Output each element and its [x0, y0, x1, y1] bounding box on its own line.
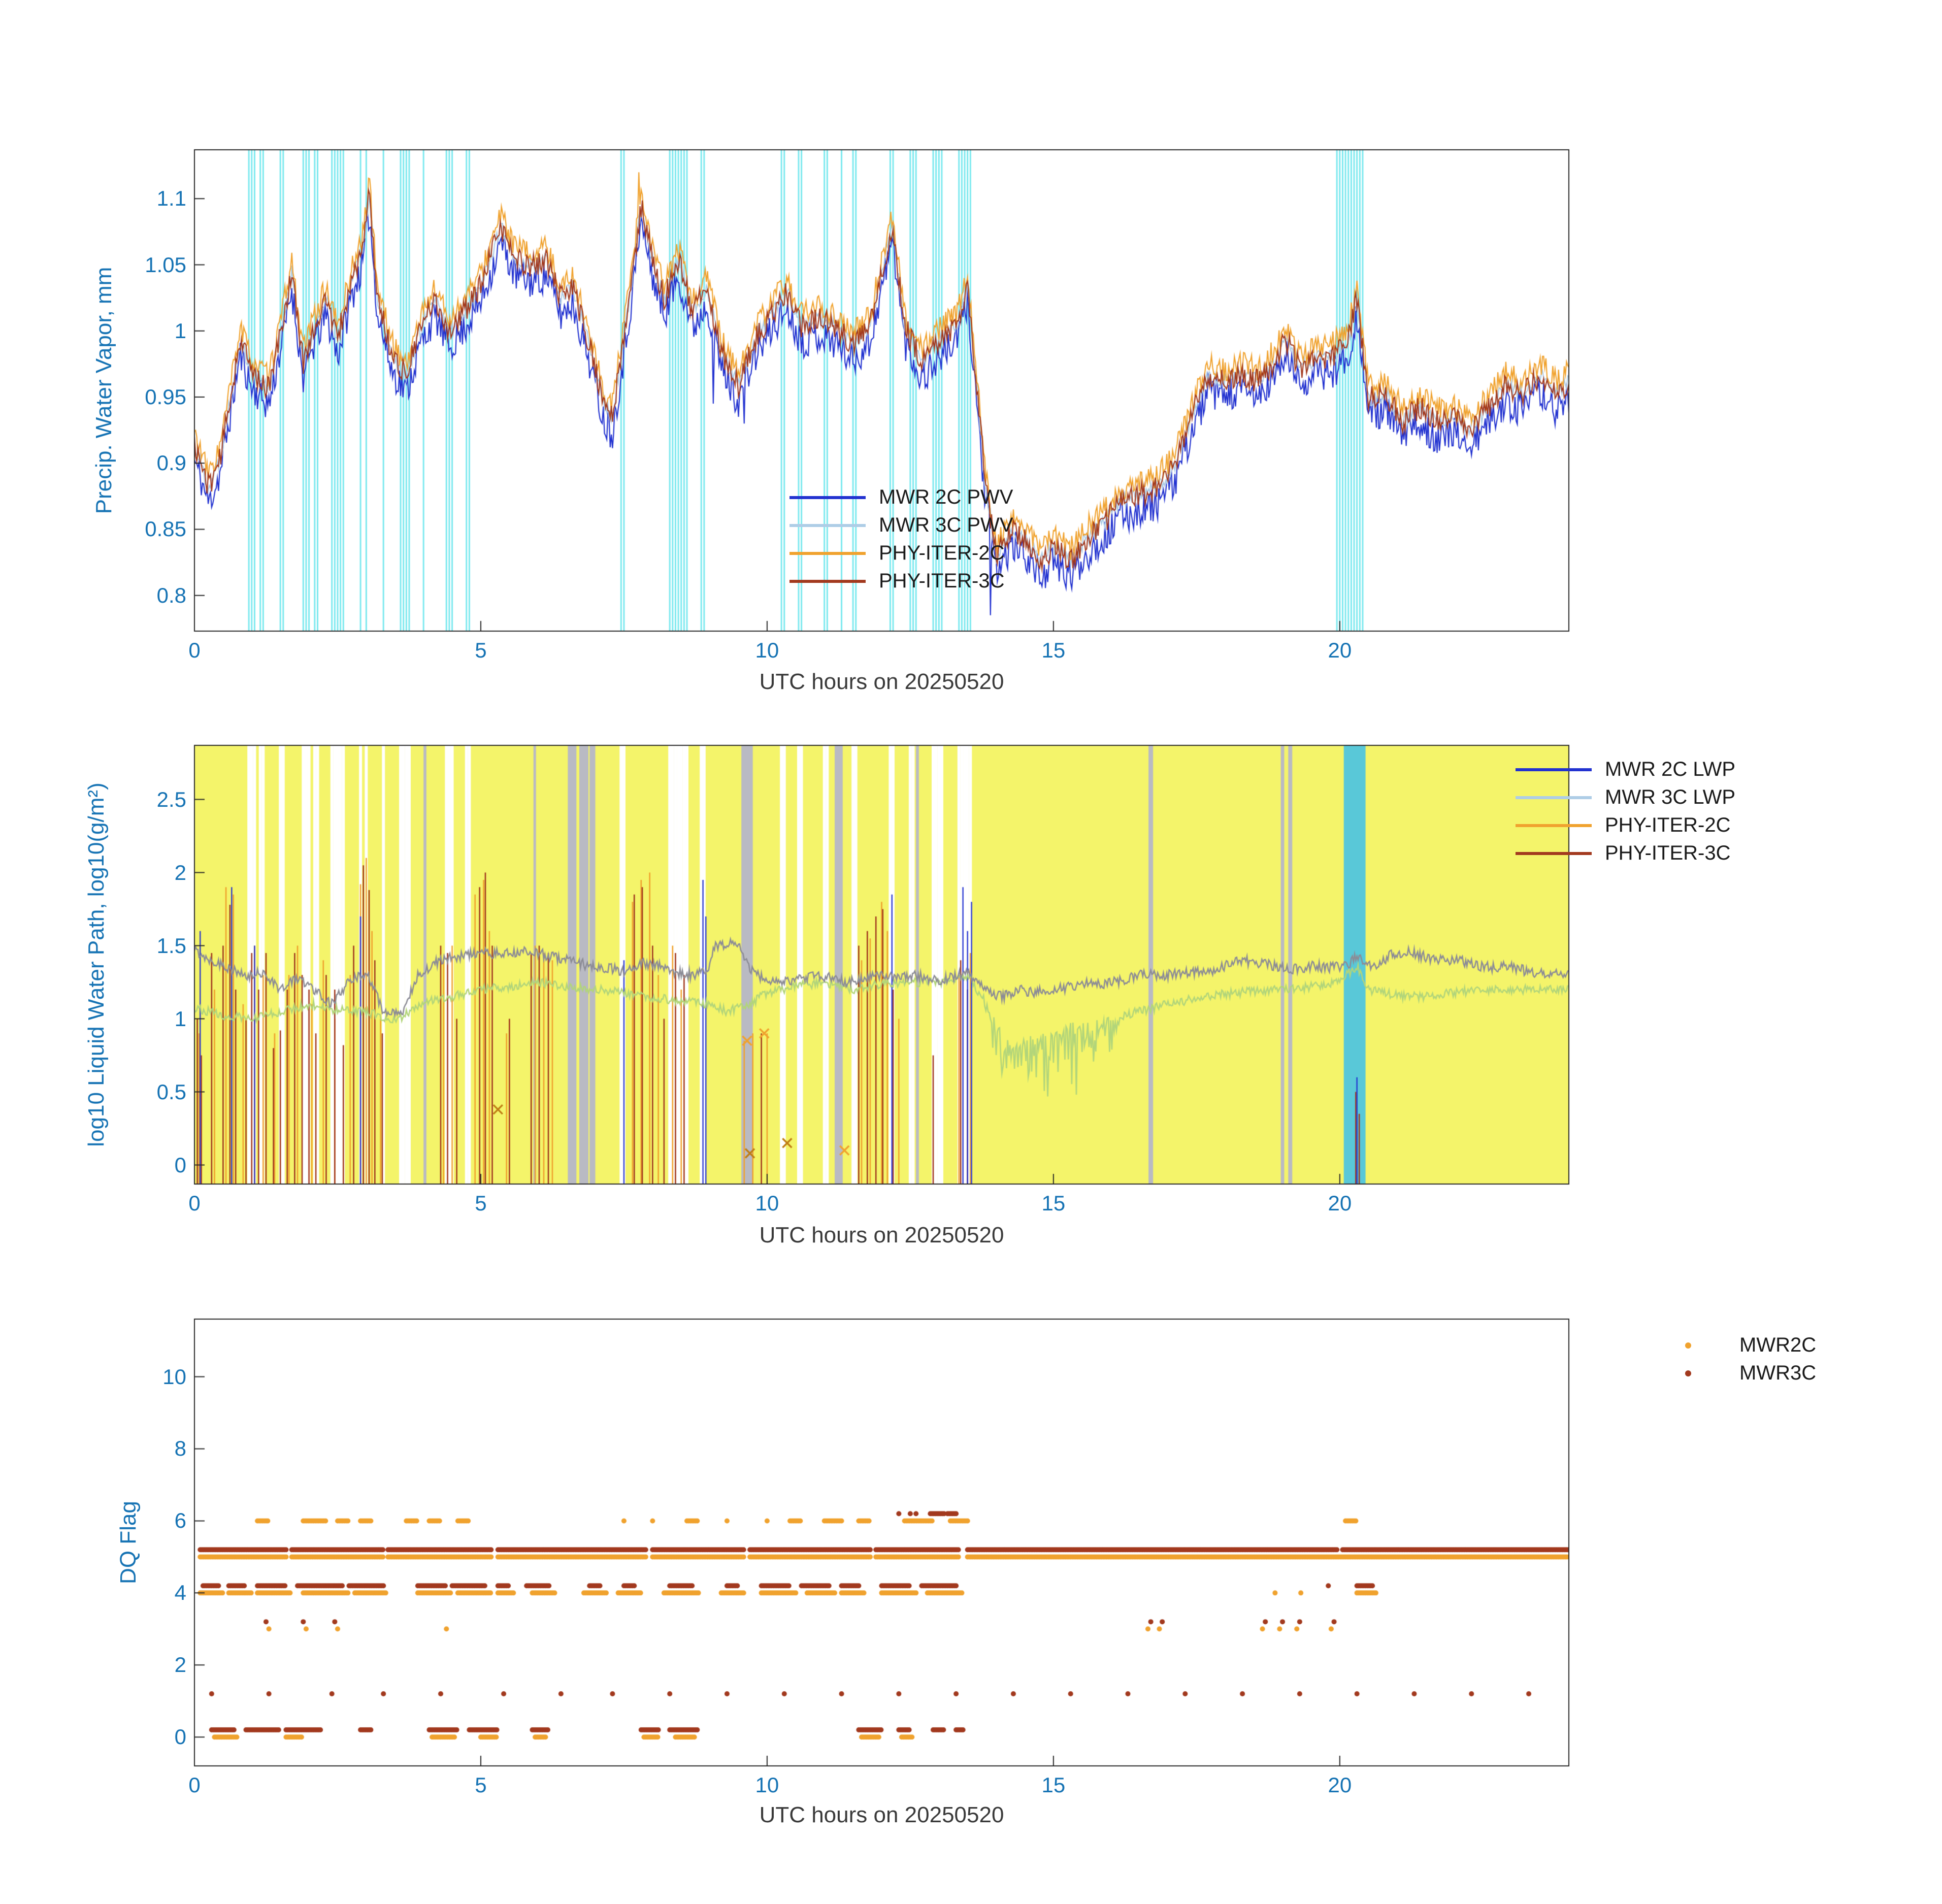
lwp-x-axis-label: UTC hours on 20250520 — [759, 1223, 1004, 1248]
x-tick-label: 0 — [188, 1773, 201, 1797]
dq-x-axis-label: UTC hours on 20250520 — [759, 1802, 1004, 1827]
legend-item: PHY-ITER-2C — [789, 539, 1013, 567]
legend-swatch-orange — [789, 551, 866, 555]
x-tick-label: 20 — [1328, 638, 1352, 662]
y-tick-label: 2 — [174, 1653, 186, 1677]
pwv-legend: MWR 2C PWV MWR 3C PWV PHY-ITER-2C PHY-ITER-… — [789, 483, 1013, 595]
legend-item: PHY-ITER-2C — [1516, 811, 1735, 839]
y-tick-label: 0.9 — [156, 451, 186, 475]
lwp-legend: MWR 2C LWP MWR 3C LWP PHY-ITER-2C PHY-ITER-… — [1516, 756, 1735, 867]
legend-swatch-lightblue — [1516, 796, 1592, 799]
legend-swatch-darkred — [1685, 1370, 1691, 1376]
y-tick-label: 1 — [174, 1006, 186, 1031]
legend-label: MWR 2C LWP — [1605, 758, 1736, 780]
legend-swatch-lightblue — [789, 523, 866, 527]
legend-swatch-darkred — [1516, 851, 1592, 855]
x-tick-label: 10 — [755, 1191, 779, 1215]
y-tick-label: 0.85 — [145, 517, 186, 541]
x-tick-label: 10 — [755, 1773, 779, 1797]
legend-label: PHY-ITER-3C — [1605, 842, 1731, 864]
x-tick-label: 10 — [755, 638, 779, 662]
y-tick-label: 1.1 — [156, 186, 186, 211]
dq-legend: MWR2C MWR3C — [1650, 1331, 1816, 1387]
legend-item: MWR 2C LWP — [1516, 756, 1735, 783]
y-tick-label: 6 — [174, 1508, 186, 1533]
y-tick-label: 4 — [174, 1581, 186, 1605]
dq-y-axis-label: DQ Flag — [116, 1501, 141, 1584]
pwv-x-axis-label: UTC hours on 20250520 — [759, 669, 1004, 694]
y-tick-label: 0.95 — [145, 385, 186, 409]
legend-label: MWR3C — [1739, 1362, 1817, 1384]
legend-item: MWR2C — [1650, 1331, 1816, 1359]
y-tick-label: 0 — [174, 1725, 186, 1749]
x-tick-label: 0 — [188, 1191, 201, 1215]
y-tick-label: 1.5 — [156, 933, 186, 958]
y-tick-label: 0.8 — [156, 583, 186, 607]
legend-item: MWR3C — [1650, 1359, 1816, 1387]
legend-label: MWR 2C PWV — [879, 486, 1013, 508]
y-tick-label: 1.05 — [145, 252, 186, 277]
x-tick-label: 5 — [475, 1191, 487, 1215]
legend-label: PHY-ITER-3C — [879, 570, 1005, 592]
y-tick-label: 8 — [174, 1436, 186, 1461]
legend-item: MWR 3C PWV — [789, 511, 1013, 539]
x-tick-label: 20 — [1328, 1773, 1352, 1797]
y-tick-label: 1 — [174, 318, 186, 343]
y-tick-label: 0.5 — [156, 1079, 186, 1104]
legend-swatch-orange — [1685, 1342, 1691, 1349]
x-tick-label: 15 — [1041, 1773, 1066, 1797]
legend-swatch-blue — [789, 496, 866, 499]
legend-label: MWR2C — [1739, 1334, 1817, 1356]
legend-swatch-darkred — [789, 579, 866, 583]
lwp-y-axis-label: log10 Liquid Water Path, log10(g/m²) — [84, 782, 109, 1147]
x-tick-label: 20 — [1328, 1191, 1352, 1215]
legend-swatch-blue — [1516, 768, 1592, 771]
x-tick-label: 15 — [1041, 638, 1066, 662]
pwv-y-axis-label: Precip. Water Vapor, mm — [91, 267, 116, 514]
legend-label: PHY-ITER-2C — [879, 542, 1005, 564]
x-tick-label: 5 — [475, 1773, 487, 1797]
legend-label: MWR 3C LWP — [1605, 786, 1736, 808]
legend-item: MWR 3C LWP — [1516, 783, 1735, 811]
legend-item: MWR 2C PWV — [789, 483, 1013, 511]
y-tick-label: 0 — [174, 1153, 186, 1177]
legend-swatch-orange — [1516, 824, 1592, 827]
y-tick-label: 10 — [162, 1364, 186, 1389]
x-tick-label: 5 — [475, 638, 487, 662]
legend-label: PHY-ITER-2C — [1605, 814, 1731, 836]
x-tick-label: 15 — [1041, 1191, 1066, 1215]
y-tick-label: 2 — [174, 860, 186, 884]
legend-item: PHY-ITER-3C — [789, 567, 1013, 595]
x-tick-label: 0 — [188, 638, 201, 662]
legend-item: PHY-ITER-3C — [1516, 839, 1735, 867]
legend-label: MWR 3C PWV — [879, 514, 1013, 536]
y-tick-label: 2.5 — [156, 787, 186, 811]
